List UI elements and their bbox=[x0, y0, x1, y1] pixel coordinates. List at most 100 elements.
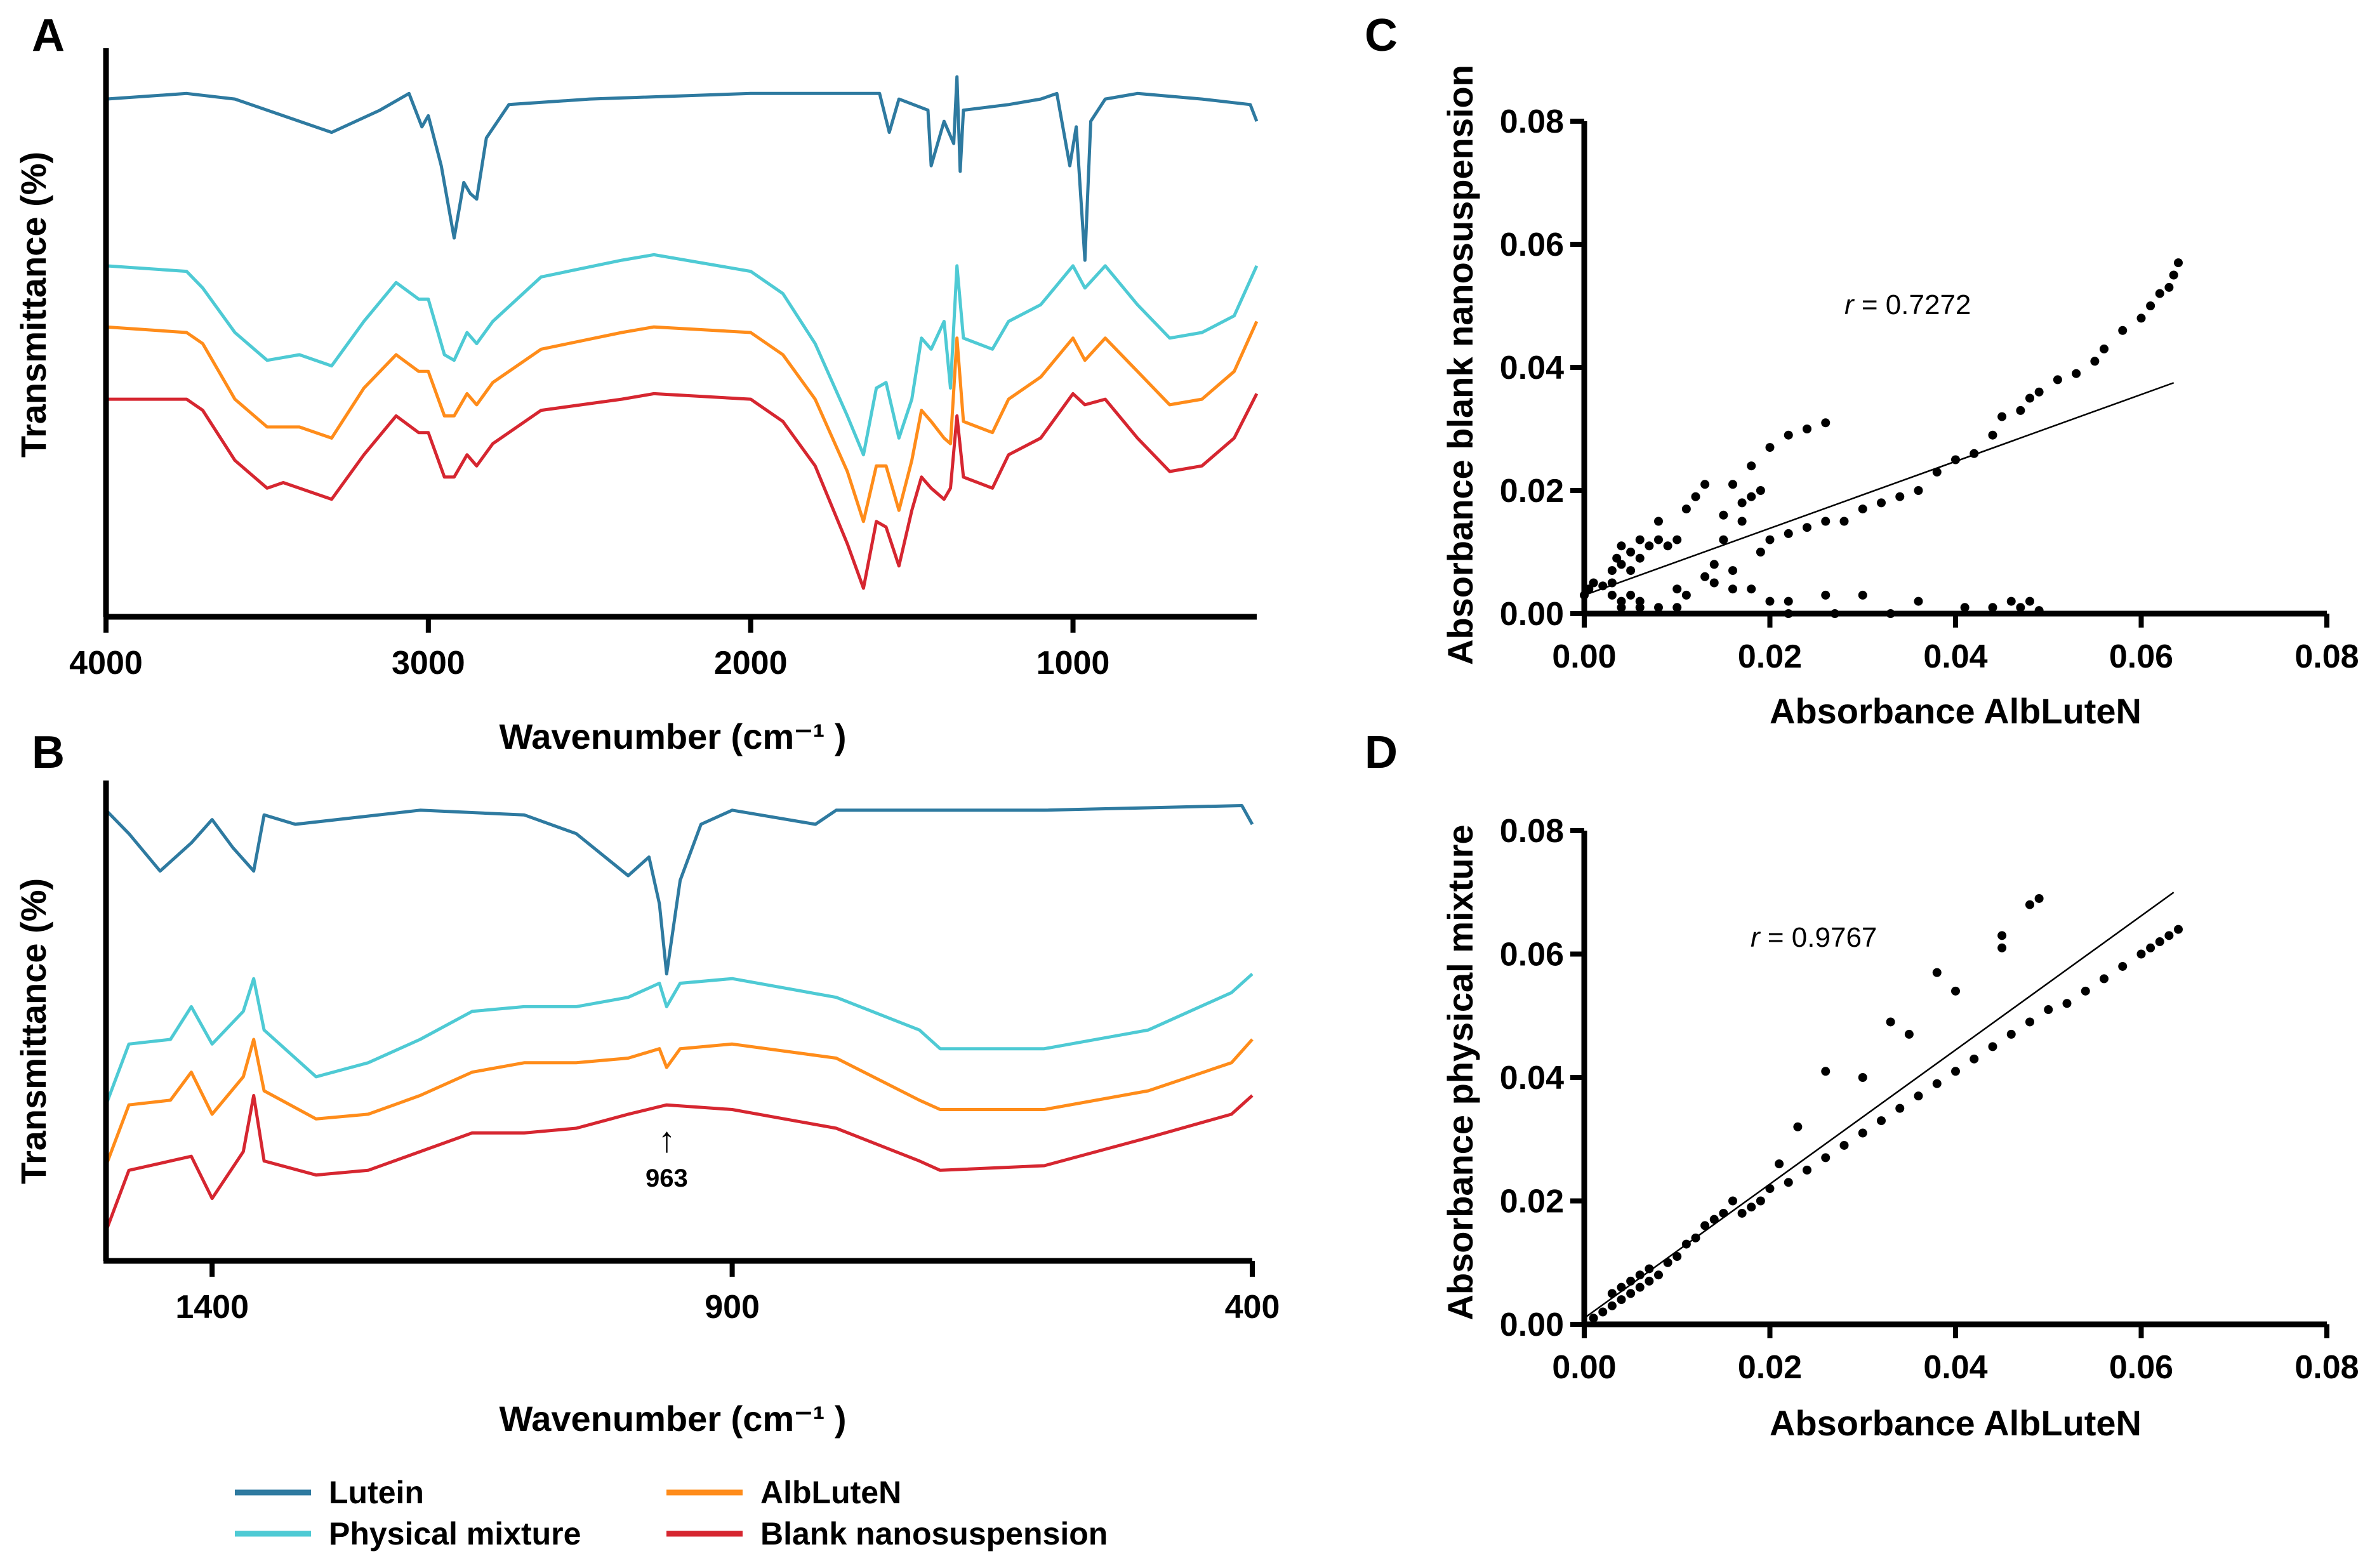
x-tick-label: 0.04 bbox=[1923, 1349, 1987, 1386]
data-point bbox=[1617, 1282, 1626, 1292]
data-point bbox=[1895, 492, 1905, 501]
data-point bbox=[1672, 1252, 1682, 1262]
x-axis-label-c: Absorbance AlbLuteN bbox=[1770, 691, 2142, 731]
data-point bbox=[1821, 590, 1831, 600]
ftir-spectra-full-plot: 4000 3000 2000 1000 bbox=[69, 48, 1259, 682]
data-point bbox=[1793, 1122, 1803, 1131]
data-point bbox=[1877, 1116, 1886, 1126]
spectrum-line-physical_mixture bbox=[105, 253, 1259, 457]
data-point bbox=[2174, 925, 2183, 934]
data-point bbox=[1681, 504, 1691, 514]
data-point bbox=[1691, 1233, 1700, 1242]
x-tick-label: 0.06 bbox=[2109, 1349, 2173, 1386]
x-tick-label: 4000 bbox=[69, 645, 143, 682]
x-axis-label-a: Wavenumber (cm⁻¹ ) bbox=[499, 716, 846, 756]
data-point bbox=[1821, 418, 1831, 428]
data-point bbox=[1598, 581, 1608, 591]
spectrum-line-alblute_n bbox=[104, 1038, 1254, 1166]
data-point bbox=[1728, 1196, 1737, 1206]
x-tick-label: 0.00 bbox=[1552, 1349, 1616, 1386]
data-point bbox=[2016, 405, 2025, 415]
data-point bbox=[1626, 1289, 1636, 1298]
data-point bbox=[1612, 553, 1622, 563]
data-point bbox=[1756, 486, 1765, 495]
data-point bbox=[1589, 1314, 1598, 1323]
data-point bbox=[1589, 578, 1598, 588]
r-annotation-c: r = 0.7272 bbox=[1844, 289, 1971, 320]
data-point bbox=[1672, 584, 1682, 594]
data-point bbox=[1960, 603, 1970, 612]
data-point bbox=[1747, 461, 1756, 471]
data-point bbox=[1970, 1054, 1979, 1064]
data-point bbox=[1988, 603, 1997, 612]
data-point bbox=[2062, 999, 2072, 1008]
data-point bbox=[1756, 548, 1765, 557]
y-axis-label-b: Transmittance (%) bbox=[13, 878, 53, 1184]
data-point bbox=[1709, 1215, 1719, 1224]
legend-label: Blank nanosuspension bbox=[760, 1516, 1108, 1552]
x-tick-label: 0.08 bbox=[2294, 1349, 2359, 1386]
data-point bbox=[1997, 931, 2007, 940]
legend-label: AlbLuteN bbox=[760, 1475, 901, 1510]
data-point bbox=[1728, 480, 1737, 489]
r-value: = 0.9767 bbox=[1768, 922, 1877, 953]
data-point bbox=[2072, 369, 2081, 378]
data-point bbox=[1654, 1270, 1663, 1280]
x-tick-label: 0.02 bbox=[1738, 1349, 1802, 1386]
data-point bbox=[1765, 596, 1775, 606]
data-point bbox=[2025, 900, 2034, 909]
data-point bbox=[1626, 590, 1636, 600]
annotation-arrow: ↑ bbox=[658, 1119, 675, 1159]
data-point bbox=[1617, 596, 1626, 606]
data-point bbox=[2100, 344, 2109, 353]
data-point bbox=[1932, 968, 1942, 977]
data-point bbox=[1617, 541, 1626, 551]
x-tick-label: 1400 bbox=[175, 1289, 249, 1326]
data-point bbox=[1626, 548, 1636, 557]
data-point bbox=[1904, 1029, 1914, 1039]
data-point bbox=[1951, 986, 1960, 996]
data-point bbox=[2118, 326, 2128, 335]
data-point bbox=[1747, 492, 1756, 501]
data-point bbox=[1914, 596, 1923, 606]
r-symbol: r bbox=[1844, 289, 1855, 320]
data-point bbox=[1709, 578, 1719, 588]
data-point bbox=[2006, 596, 2016, 606]
data-point bbox=[1914, 486, 1923, 495]
regression-line bbox=[1584, 892, 2175, 1319]
data-point bbox=[2016, 603, 2025, 612]
data-point bbox=[1598, 1307, 1608, 1317]
data-point bbox=[2118, 961, 2128, 971]
x-tick-label: 0.04 bbox=[1923, 638, 1987, 675]
data-point bbox=[2164, 282, 2174, 292]
data-point bbox=[1607, 590, 1617, 600]
data-point bbox=[1700, 572, 1710, 581]
data-point bbox=[2006, 1029, 2016, 1039]
data-point bbox=[1607, 578, 1617, 588]
legend: Lutein Physical mixture AlbLuteN Blank nano… bbox=[235, 1475, 1108, 1552]
data-point bbox=[1858, 1073, 1867, 1082]
data-point bbox=[1747, 1202, 1756, 1212]
regression-line bbox=[1584, 382, 2175, 596]
data-point bbox=[2146, 943, 2155, 952]
y-tick-label: 0.06 bbox=[1500, 937, 1564, 973]
data-point bbox=[1663, 541, 1672, 551]
data-point bbox=[1784, 596, 1793, 606]
data-point bbox=[1635, 1270, 1645, 1280]
data-point bbox=[1635, 553, 1645, 563]
data-point bbox=[1747, 584, 1756, 594]
y-tick-label: 0.00 bbox=[1500, 596, 1564, 633]
data-point bbox=[1728, 584, 1737, 594]
data-point bbox=[1858, 590, 1867, 600]
panel-label-c: C bbox=[1365, 10, 1398, 61]
legend-label: Physical mixture bbox=[329, 1516, 581, 1552]
data-point bbox=[1681, 590, 1691, 600]
legend-item-physical_mixture: Physical mixture bbox=[235, 1516, 581, 1552]
panel-label-b: B bbox=[32, 727, 65, 778]
legend-label: Lutein bbox=[329, 1475, 424, 1510]
data-point bbox=[1635, 535, 1645, 544]
data-point bbox=[2155, 937, 2164, 947]
x-tick-label: 2000 bbox=[714, 645, 788, 682]
data-point bbox=[1626, 566, 1636, 576]
